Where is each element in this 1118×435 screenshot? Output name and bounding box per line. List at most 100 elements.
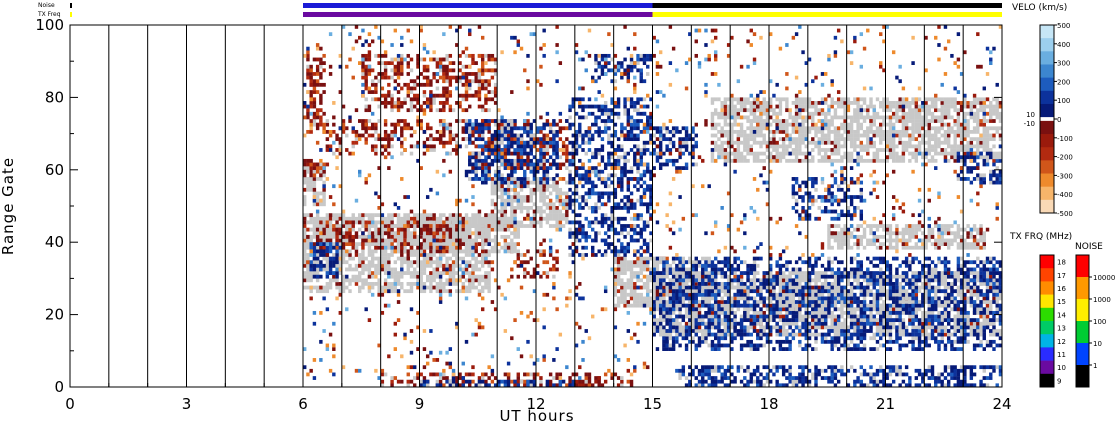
heatmap-cell [448, 224, 453, 228]
heatmap-cell [827, 148, 831, 152]
heatmap-cell [982, 119, 986, 123]
heatmap-cell [383, 285, 388, 290]
heatmap-cell [413, 267, 417, 272]
heatmap-cell [901, 97, 906, 102]
heatmap-cell [658, 314, 663, 319]
heatmap-cell [775, 111, 779, 116]
heatmap-cell [681, 300, 686, 304]
heatmap-cell [315, 278, 320, 283]
heatmap-cell [749, 122, 753, 127]
heatmap-cell [817, 307, 821, 312]
heatmap-cell [393, 245, 398, 250]
heatmap-cell [956, 271, 961, 275]
heatmap-cell [888, 245, 893, 250]
heatmap-cell [655, 267, 660, 272]
heatmap-cell [348, 263, 352, 268]
heatmap-cell [367, 263, 372, 268]
heatmap-cell [930, 111, 935, 116]
heatmap-cell [836, 97, 841, 102]
heatmap-cell [303, 249, 307, 254]
heatmap-cell [309, 166, 313, 170]
heatmap-cell [448, 137, 453, 142]
heatmap-cell [746, 97, 750, 102]
heatmap-cell [652, 282, 656, 286]
heatmap-cell [804, 158, 808, 163]
heatmap-cell [801, 318, 805, 323]
heatmap-cell [455, 151, 459, 156]
heatmap-cell [503, 238, 508, 243]
heatmap-cell [985, 310, 990, 315]
heatmap-cell [749, 119, 753, 123]
heatmap-cell [422, 263, 427, 268]
heatmap-cell [882, 129, 886, 134]
heatmap-cell [959, 227, 964, 232]
heatmap-cell [400, 151, 404, 156]
heatmap-cell [798, 303, 802, 308]
heatmap-cell [885, 129, 889, 134]
heatmap-cell [710, 101, 715, 105]
heatmap-cell [361, 256, 365, 261]
heatmap-cell [895, 129, 899, 134]
heatmap-cell [487, 289, 491, 294]
heatmap-cell [658, 260, 663, 265]
heatmap-cell [895, 155, 899, 160]
heatmap-cell [442, 271, 446, 275]
heatmap-cell [332, 227, 336, 232]
heatmap-cell [416, 220, 420, 225]
heatmap-cell [383, 148, 388, 152]
heatmap-cell [976, 296, 980, 301]
heatmap-cell [817, 274, 821, 279]
heatmap-cell [853, 148, 857, 152]
heatmap-cell [432, 260, 436, 265]
heatmap-cell [626, 300, 631, 304]
heatmap-cell [820, 148, 825, 152]
heatmap-cell [322, 238, 326, 243]
heatmap-cell [403, 289, 407, 294]
heatmap-cell [882, 227, 886, 232]
heatmap-cell [824, 115, 828, 120]
heatmap-cell [966, 129, 970, 134]
heatmap-cell [736, 285, 741, 290]
heatmap-cell [306, 253, 310, 257]
heatmap-cell [697, 300, 702, 304]
heatmap-cell [487, 249, 491, 254]
heatmap-cell [940, 238, 944, 243]
heatmap-cell [484, 253, 488, 257]
heatmap-cell [464, 119, 469, 123]
heatmap-cell [946, 133, 951, 138]
heatmap-cell [762, 325, 766, 330]
heatmap-cell [924, 289, 928, 294]
heatmap-cell [979, 140, 983, 145]
heatmap-cell [989, 126, 993, 131]
heatmap-cell [684, 321, 689, 326]
heatmap-cell [950, 148, 954, 152]
heatmap-cell [781, 126, 786, 131]
heatmap-cell [681, 282, 686, 286]
heatmap-cell [497, 227, 501, 232]
heatmap-cell [940, 119, 944, 123]
heatmap-cell [390, 267, 394, 272]
heatmap-cell [717, 115, 721, 120]
heatmap-cell [390, 282, 394, 286]
heatmap-cell [862, 119, 867, 123]
heatmap-cell [455, 242, 459, 246]
heatmap-cell [539, 195, 543, 199]
heatmap-cell [849, 126, 854, 131]
heatmap-cell [739, 140, 744, 145]
heatmap-cell [924, 245, 928, 250]
heatmap-cell [982, 245, 986, 250]
heatmap-cell [720, 332, 724, 337]
heatmap-cell [370, 242, 375, 246]
heatmap-cell [769, 97, 773, 102]
heatmap-cell [325, 263, 330, 268]
heatmap-cell [995, 111, 999, 116]
heatmap-cell [720, 104, 724, 109]
heatmap-cell [976, 108, 980, 113]
heatmap-cell [739, 101, 744, 105]
heatmap-cell [361, 282, 365, 286]
heatmap-cell [364, 278, 368, 283]
heatmap-cell [665, 274, 669, 279]
heatmap-cell [681, 274, 686, 279]
heatmap-cell [807, 97, 812, 102]
heatmap-cell [924, 314, 928, 319]
